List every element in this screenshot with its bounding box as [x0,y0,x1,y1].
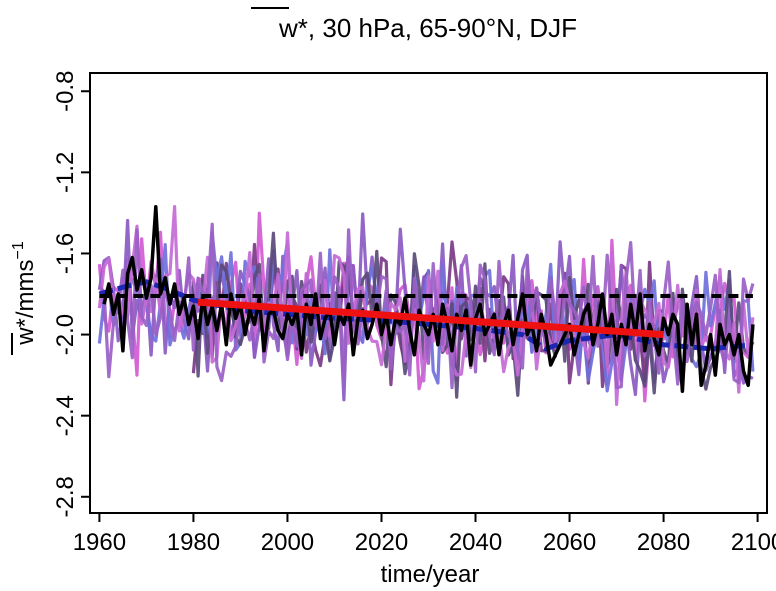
x-tick-label: 2080 [637,529,690,556]
title-symbol: w* [278,13,308,43]
y-axis: -0.8 -1.2 -1.6 -2.0 -2.4 -2.8 [52,71,90,517]
y-tick-label: -2.4 [52,395,79,436]
x-tick-label: 1960 [73,529,126,556]
ylabel-units: /mms [12,259,39,318]
x-tick-label: 1980 [167,529,220,556]
x-tick-label: 2060 [543,529,596,556]
chart-title: w*, 30 hPa, 65-90°N, DJF [251,7,577,43]
x-axis-label: time/year [381,561,480,588]
svg-text:w*, 30 hPa, 65-90°N, DJF: w*, 30 hPa, 65-90°N, DJF [278,13,577,43]
plot-frame [89,72,768,514]
x-axis: 1960 1980 2000 2020 2040 2060 2080 2100 [73,513,776,556]
y-tick-label: -2.8 [52,476,79,517]
y-tick-label: -2.0 [52,314,79,355]
linear-trend-line [197,298,664,339]
x-tick-label: 2040 [449,529,502,556]
ylabel-symbol: w* [12,318,39,346]
plot-area [97,205,755,406]
y-tick-label: -0.8 [52,71,79,112]
summary-lines [98,205,755,394]
x-tick-label: 2000 [261,529,314,556]
svg-text:w*/mms−1: w*/mms−1 [10,241,39,346]
ylabel-exponent: −1 [10,241,27,259]
y-axis-label: w*/mms−1 [10,241,39,355]
y-tick-label: -1.2 [52,152,79,193]
ensemble-members [97,205,755,406]
x-tick-label: 2100 [731,529,776,556]
x-tick-label: 2020 [355,529,408,556]
y-tick-label: -1.6 [52,233,79,274]
title-rest: , 30 hPa, 65-90°N, DJF [308,13,577,43]
